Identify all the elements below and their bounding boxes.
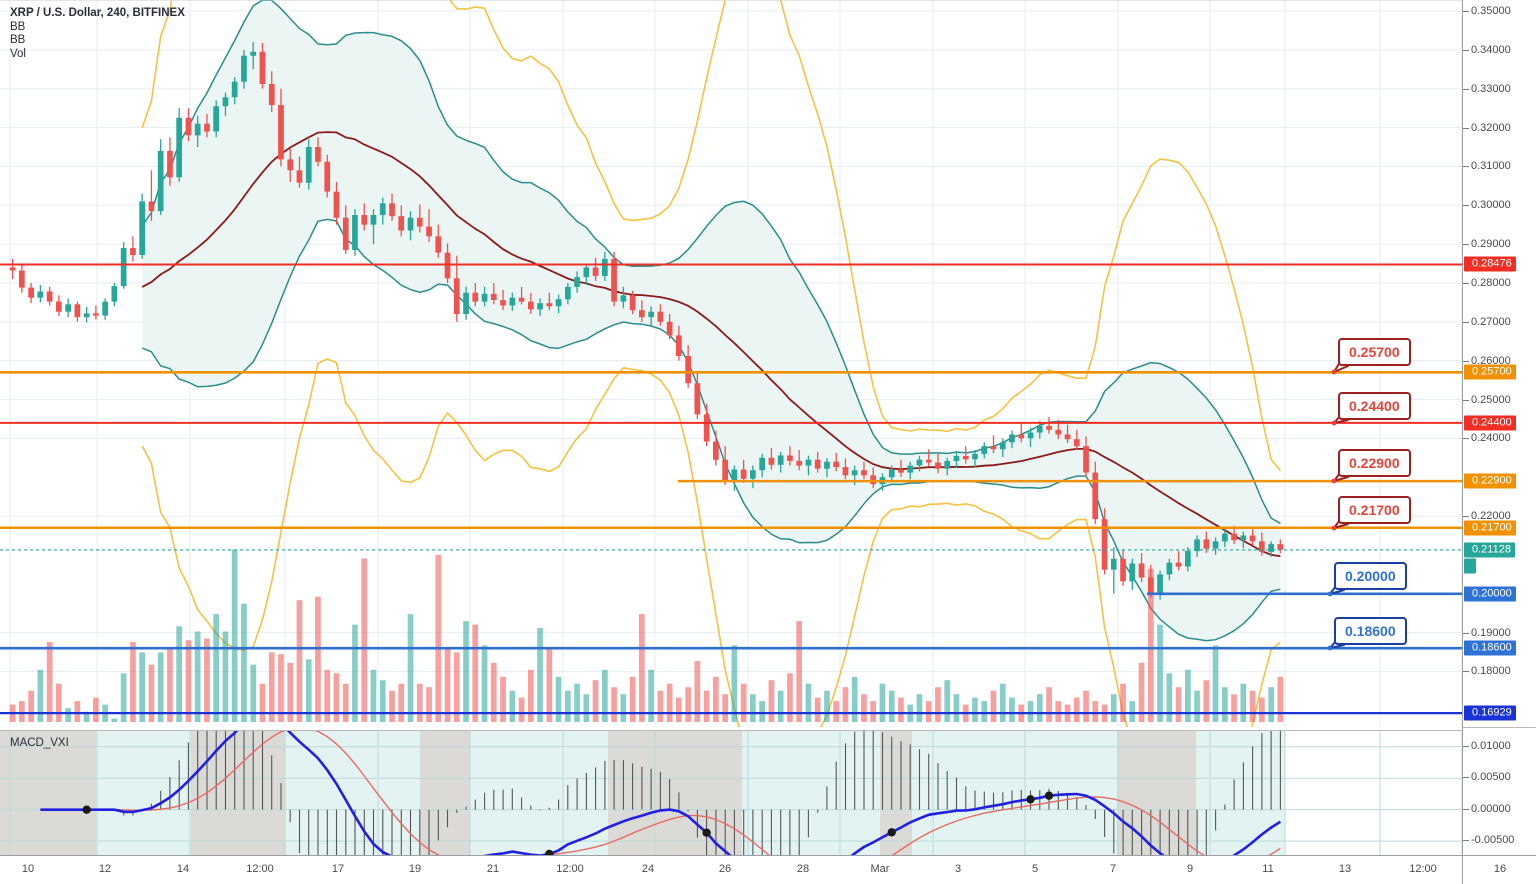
time-tick-label: 10 — [21, 863, 35, 875]
price-tick-label: 0.31000 — [1471, 160, 1511, 173]
time-tick-label: 16 — [1493, 863, 1507, 875]
price-tick-label: 0.27000 — [1471, 315, 1511, 328]
price-axis[interactable]: 0.35000 0.34000 0.33000 0.32000 0.31000 0.300… — [1462, 0, 1536, 855]
price-tick-dash — [1463, 205, 1469, 207]
macd-crossover-dot — [1044, 791, 1054, 800]
price-tick-label: 0.28000 — [1471, 276, 1511, 289]
time-tick-label: 9 — [1186, 863, 1194, 875]
time-tick-label: 26 — [718, 863, 732, 875]
candlestick-series — [9, 42, 1284, 600]
macd-tick-dash — [1463, 745, 1469, 747]
time-tick-label: 11 — [1262, 863, 1274, 875]
price-tick-label: 0.34000 — [1471, 43, 1511, 56]
price-tick-dash — [1463, 244, 1469, 246]
price-tag-0-18600[interactable]: 0.18600 — [1464, 640, 1516, 656]
price-tick-label: 0.32000 — [1471, 121, 1511, 134]
price-tick-dash — [1463, 49, 1469, 51]
macd-line — [40, 731, 1282, 855]
volume-series — [9, 549, 1284, 722]
macd-tick-label: 0.00000 — [1471, 802, 1511, 815]
time-tick-label: 12:00 — [246, 863, 274, 875]
price-tick-dash — [1463, 632, 1469, 634]
macd-tick-dash — [1463, 840, 1469, 842]
macd-tick-label: -0.00500 — [1471, 834, 1515, 847]
price-tick-dash — [1463, 321, 1469, 323]
price-tag-0-24400[interactable]: 0.24400 — [1464, 415, 1516, 431]
price-tick-label: 0.18000 — [1471, 665, 1511, 678]
price-tick-label: 0.26000 — [1471, 354, 1511, 367]
time-tick-label: 3 — [954, 863, 962, 875]
time-tick-label: 13 — [1338, 863, 1352, 875]
price-tick-label: 0.25000 — [1471, 393, 1511, 406]
price-tick-dash — [1463, 671, 1469, 673]
time-tick-label: 14 — [176, 863, 190, 875]
price-tag-0-25700[interactable]: 0.25700 — [1464, 364, 1516, 380]
time-tick-label: 17 — [331, 863, 345, 875]
price-tick-dash — [1463, 516, 1469, 518]
price-tag-0-21128[interactable]: 0.21128 — [1464, 542, 1515, 558]
time-tick-label: 19 — [408, 863, 422, 875]
macd-crossover-dot — [1026, 795, 1035, 804]
price-tick-dash — [1463, 127, 1469, 129]
price-tick-dash — [1463, 166, 1469, 168]
macd-crossover-dot — [702, 828, 711, 837]
axis-separator — [1463, 727, 1536, 728]
macd-panel[interactable]: MACD_VXI — [0, 730, 1462, 856]
price-callout-0-24400[interactable]: 0.24400 — [1338, 392, 1411, 420]
price-tick-label: 0.24000 — [1471, 432, 1511, 445]
macd-signal-line — [40, 731, 1281, 855]
macd-tick-dash — [1463, 777, 1469, 779]
price-callout-0-21700[interactable]: 0.21700 — [1338, 496, 1411, 524]
price-chart-panel[interactable] — [0, 0, 1462, 727]
price-tick-dash — [1463, 88, 1469, 90]
bb2-upper — [141, 0, 1282, 472]
time-tick-label: 21 — [486, 863, 500, 875]
price-tag-0-16929[interactable]: 0.16929 — [1464, 705, 1516, 721]
price-tick-label: 0.33000 — [1471, 82, 1511, 95]
time-tick-label: 12 — [98, 863, 112, 875]
price-tick-dash — [1463, 11, 1469, 12]
price-tag-0-20000[interactable]: 0.20000 — [1464, 586, 1516, 602]
bb-lower — [141, 218, 1281, 642]
price-tick-label: 0.19000 — [1471, 626, 1511, 639]
price-tag-0-22900[interactable]: 0.22900 — [1464, 473, 1516, 489]
time-tick-label: 5 — [1031, 863, 1039, 875]
macd-crossover-dot — [545, 849, 554, 855]
price-tag-0-21700[interactable]: 0.21700 — [1464, 520, 1516, 536]
price-tick-label: 0.22000 — [1471, 510, 1511, 523]
price-callout-0-20000[interactable]: 0.20000 — [1334, 562, 1407, 590]
price-tick-label: 0.35000 — [1471, 5, 1511, 17]
price-tick-dash — [1463, 360, 1469, 362]
price-tag-0-28476[interactable]: 0.28476 — [1464, 256, 1516, 272]
time-tick-label: Mar — [870, 863, 890, 875]
time-axis[interactable]: 10 12 14 12:00 17 19 21 12:00 24 26 28 Mar 3 5 7 9 11 13 1… — [0, 855, 1536, 884]
bar-countdown-tag — [1464, 558, 1476, 574]
time-tick-label: 28 — [796, 863, 810, 875]
price-tick-dash — [1463, 399, 1469, 401]
bb-basis — [141, 131, 1281, 558]
price-callout-0-25700[interactable]: 0.25700 — [1338, 338, 1411, 366]
callout-tail — [1331, 519, 1349, 531]
time-tick-label: 7 — [1109, 863, 1117, 875]
bb-upper — [141, 0, 1281, 524]
price-tick-dash — [1463, 438, 1469, 440]
time-axis-divider — [1462, 856, 1463, 884]
time-tick-label: 12:00 — [556, 863, 584, 875]
price-tick-label: 0.29000 — [1471, 238, 1511, 251]
price-tick-dash — [1463, 282, 1469, 284]
price-callout-0-18600[interactable]: 0.18600 — [1334, 617, 1407, 645]
bb2-lower — [141, 358, 1281, 727]
price-tick-label: 0.30000 — [1471, 199, 1511, 212]
macd-tick-label: 0.01000 — [1471, 739, 1511, 752]
time-tick-label: 12:00 — [1409, 863, 1437, 875]
macd-crossover-dot — [887, 828, 896, 837]
macd-tick-dash — [1463, 808, 1469, 810]
price-callout-0-22900[interactable]: 0.22900 — [1338, 449, 1411, 477]
macd-tick-label: 0.00500 — [1471, 771, 1511, 784]
macd-crossover-dot — [82, 805, 91, 814]
callout-tail — [1327, 640, 1345, 651]
time-tick-label: 24 — [641, 863, 655, 875]
macd-legend-label: MACD_VXI — [10, 737, 69, 749]
